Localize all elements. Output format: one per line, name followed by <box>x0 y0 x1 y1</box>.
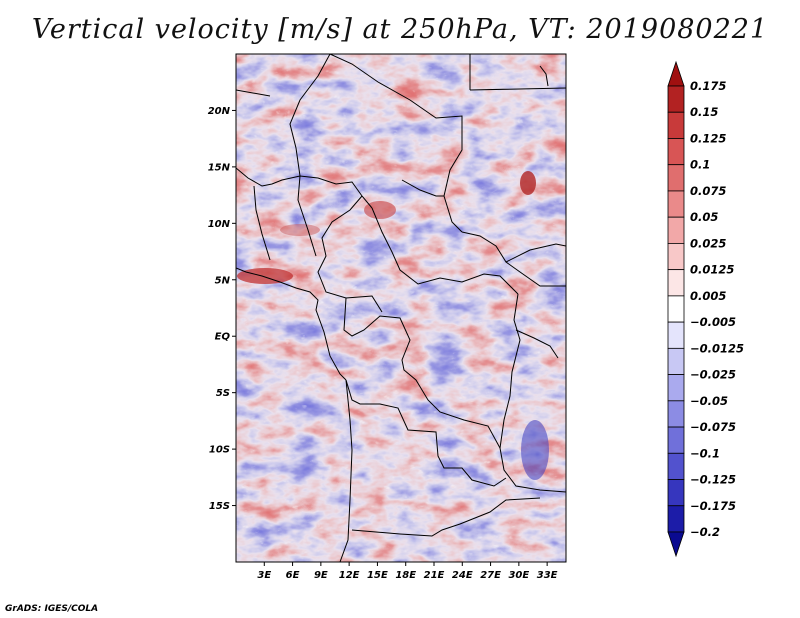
colorbar-swatch <box>667 85 685 113</box>
colorbar-label: −0.05 <box>690 394 728 408</box>
colorbar-swatch <box>667 164 685 192</box>
colorbar-swatch <box>667 347 685 375</box>
lat-label: 5N <box>215 275 231 286</box>
colorbar-swatch <box>667 269 685 297</box>
map-frame <box>235 53 567 563</box>
colorbar-label: −0.1 <box>690 446 720 460</box>
colorbar-min-arrow <box>667 531 685 558</box>
lon-label: 3E <box>257 570 271 581</box>
longitude-axis: 3E 6E 9E 12E 15E 18E 21E 24E 27E 30E 33E <box>257 562 558 581</box>
colorbar-swatch <box>667 111 685 139</box>
colorbar-swatch <box>667 426 685 454</box>
lat-label: 5S <box>216 388 230 399</box>
lon-label: 24E <box>452 570 473 581</box>
colorbar-label: 0.005 <box>690 289 726 303</box>
colorbar-label: 0.05 <box>690 210 718 224</box>
colorbar-swatch <box>667 190 685 218</box>
colorbar-swatch <box>667 138 685 166</box>
colorbar-swatch <box>667 321 685 349</box>
colorbar-swatch <box>667 400 685 428</box>
lat-label: 20N <box>208 106 231 117</box>
velocity-field <box>236 54 566 562</box>
map-title: Vertical velocity [m/s] at 250hPa, VT: 2… <box>31 14 769 45</box>
country-borders <box>236 54 566 562</box>
colorbar-swatch <box>667 216 685 244</box>
colorbar-label: 0.125 <box>690 131 726 145</box>
lon-label: 27E <box>480 570 501 581</box>
colorbar-label: −0.125 <box>690 473 736 487</box>
colorbar-label: 0.0125 <box>690 263 734 277</box>
colorbar-label: 0.025 <box>690 236 726 250</box>
grads-credit: GrADS: IGES/COLA <box>5 604 99 614</box>
lat-label: 10S <box>209 445 230 456</box>
latitude-axis: 20N 15N 10N 5N EQ 5S 10S 15S <box>208 106 236 512</box>
colorbar-swatch <box>667 374 685 402</box>
lon-label: 9E <box>314 570 328 581</box>
lat-label: 15N <box>208 162 231 173</box>
colorbar-swatch <box>667 452 685 480</box>
colorbar <box>667 60 685 558</box>
colorbar-label: 0.175 <box>690 79 726 93</box>
colorbar-label: 0.1 <box>690 158 710 172</box>
colorbar-label: −0.175 <box>690 499 736 513</box>
colorbar-swatch <box>667 479 685 507</box>
colorbar-label: −0.005 <box>690 315 736 329</box>
lat-label: EQ <box>215 332 231 343</box>
colorbar-label: −0.075 <box>690 420 736 434</box>
lon-label: 21E <box>424 570 445 581</box>
lon-label: 6E <box>286 570 300 581</box>
colorbar-label: 0.15 <box>690 105 718 119</box>
lon-label: 33E <box>537 570 558 581</box>
lon-label: 12E <box>339 570 360 581</box>
colorbar-swatch <box>667 243 685 271</box>
colorbar-swatch <box>667 295 685 323</box>
colorbar-label: −0.0125 <box>690 341 744 355</box>
colorbar-label: −0.2 <box>690 525 720 539</box>
colorbar-swatch <box>667 505 685 533</box>
colorbar-label: 0.075 <box>690 184 726 198</box>
lon-label: 30E <box>508 570 529 581</box>
lat-label: 15S <box>209 501 230 512</box>
colorbar-max-arrow <box>667 60 685 87</box>
colorbar-label: −0.025 <box>690 368 736 382</box>
lon-label: 15E <box>367 570 388 581</box>
lat-label: 10N <box>208 219 231 230</box>
colorbar-labels: 0.175 0.15 0.125 0.1 0.075 0.05 0.025 0.0125 0.0… <box>690 79 744 539</box>
lon-label: 18E <box>395 570 416 581</box>
